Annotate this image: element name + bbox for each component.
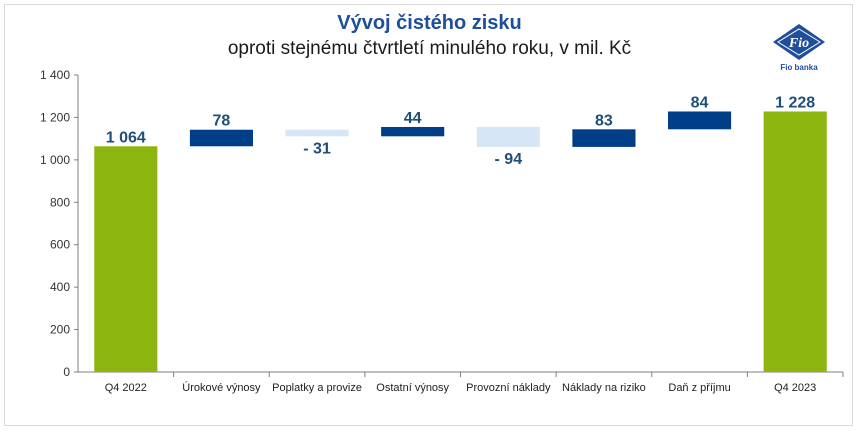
x-tick-label: Úrokové výnosy [182,381,261,394]
bar-decrease [476,126,540,147]
chart-subtitle: oproti stejnému čtvrtletí minulého roku,… [227,38,632,59]
data-label: - 31 [303,140,331,157]
data-label: 1 228 [775,94,815,111]
bar-total [763,111,827,372]
data-label: 84 [691,94,709,111]
y-tick-label: 0 [63,365,70,379]
x-tick-label: Q4 2022 [105,382,147,394]
x-tick-label: Ostatní výnosy [376,382,449,394]
data-label: 44 [404,110,422,127]
x-tick-label: Provozní náklady [466,382,551,394]
y-tick-label: 1 400 [40,68,70,82]
fio-logo-mark: Fio [788,36,809,51]
fio-logo-icon: Fio [773,24,825,60]
y-tick-label: 800 [50,195,70,209]
bar-increase [189,129,253,147]
bar-total [94,146,158,372]
data-label: 1 064 [106,129,146,146]
x-tick-label: Náklady na riziko [562,382,646,394]
bar-decrease [285,129,349,137]
y-tick-label: 200 [50,323,70,337]
fio-logo-text: Fio banka [780,63,818,72]
x-tick-label: Q4 2023 [774,382,816,394]
x-tick-label: Poplatky a provize [272,382,362,394]
data-label: - 94 [495,151,523,168]
bar-increase [572,129,636,147]
data-label: 78 [213,113,231,130]
y-tick-label: 600 [50,238,70,252]
bar-increase [668,111,732,130]
chart-frame [4,4,853,426]
data-label: 83 [595,112,613,129]
y-tick-label: 1 000 [40,153,70,167]
chart-title: Vývoj čistého zisku [337,12,522,34]
y-tick-label: 1 200 [40,110,70,124]
x-tick-label: Daň z příjmu [668,382,730,394]
fio-banka-logo: Fio Fio banka [770,22,828,72]
y-tick-label: 400 [50,280,70,294]
bar-increase [381,126,445,137]
